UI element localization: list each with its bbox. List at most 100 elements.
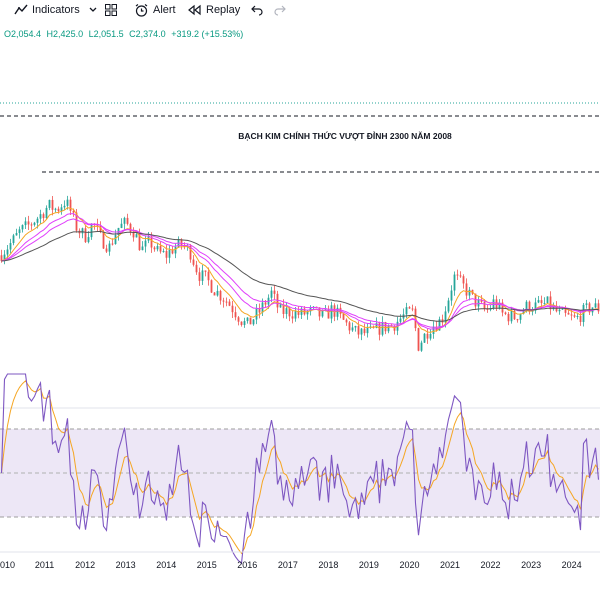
candle-body [153,247,156,250]
candle-body [522,310,525,314]
candle-body [546,296,549,304]
candle-body [144,240,147,247]
candle-body [264,302,267,305]
candle-body [111,243,114,245]
candle-body [588,303,591,313]
candle-body [42,214,45,219]
alert-label: Alert [153,4,176,16]
candle-body [564,308,567,313]
candle-body [249,317,252,325]
replay-button[interactable]: Replay [187,0,240,20]
ohlc-low: L2,051.5 [88,29,124,39]
candle-body [348,322,351,331]
replay-label: Replay [206,4,241,16]
candle-body [387,325,390,332]
candle-body [102,231,105,249]
candle-body [234,312,237,318]
moving-averages [1,207,599,333]
candle-body [417,328,420,351]
candle-body [204,270,207,272]
redo-icon[interactable] [273,3,287,20]
time-axis-label: 2015 [197,560,217,570]
candle-body [498,302,501,308]
time-axis-label: 2012 [75,560,95,570]
candle-body [210,280,213,293]
candle-body [579,315,582,322]
candle-body [69,199,72,211]
candle-body [222,300,225,302]
candle-body [75,212,78,231]
candle-body [99,225,102,232]
time-axis-label: 2022 [481,560,501,570]
candle-body [423,333,426,343]
candle-body [114,235,117,245]
candle-body [18,229,21,234]
time-axis-label: 2018 [318,560,338,570]
candle-body [399,318,402,322]
time-axis-label: 2024 [562,560,582,570]
candle-body [240,321,243,325]
candle-body [465,283,468,296]
candle-body [450,290,453,301]
candle-body [63,205,66,208]
undo-icon[interactable] [250,3,264,20]
ohlc-change: +319.2 (+15.53%) [171,29,244,39]
candle-body [510,310,513,322]
candle-body [270,290,273,298]
candle-body [231,305,234,313]
candle-body [159,246,162,252]
time-axis-label: 2021 [440,560,460,570]
candle-body [30,224,33,226]
candle-body [207,271,210,281]
candle-body [405,307,408,315]
candle-body [336,307,339,317]
candle-body [297,311,300,315]
candle-body [57,208,60,212]
candle-body [213,292,216,296]
candle-body [282,304,285,314]
candle-body [360,328,363,335]
indicators-button[interactable]: Indicators [14,0,80,20]
ma-fast-line [1,207,599,333]
candle-body [378,323,381,335]
candle-body [567,312,570,315]
candle-body [558,309,561,312]
candle-body [501,302,504,313]
top-toolbar: Indicators Alert Replay [0,0,600,20]
oscillator-lines [0,373,600,565]
chart-annotation: BẠCH KIM CHÍNH THỨC VƯỢT ĐỈNH 2300 NĂM 2… [238,130,452,141]
candle-body [141,246,144,251]
chevron-down-icon[interactable] [88,5,98,18]
candle-body [507,313,510,322]
candle-body [51,199,54,210]
candle-body [570,314,573,316]
candle-body [366,327,369,334]
ohlc-legend: O2,054.4 H2,425.0 L2,051.5 C2,374.0 +319… [4,29,246,39]
candle-body [6,249,9,255]
candle-body [252,319,255,325]
candle-body [426,333,429,339]
candle-body [180,239,183,246]
candle-body [66,199,69,206]
oscillator-signal-line [1,380,599,555]
candle-body [543,303,546,305]
candle-body [306,311,309,315]
candle-body [528,301,531,312]
candle-body [237,317,240,322]
candle-body [174,246,177,254]
candle-body [468,289,471,296]
price-candles [0,195,600,352]
ma-mid2-line [1,218,599,328]
candle-body [573,315,576,317]
alert-button[interactable]: Alert [134,0,176,20]
candle-body [165,251,168,258]
templates-icon[interactable] [104,3,118,20]
time-axis: 010 2011 2012 2013 2014 2015 2016 2017 2018 2019 2… [0,560,582,570]
candle-body [3,254,6,261]
candle-body [84,228,87,243]
candle-body [384,321,387,332]
candle-body [429,333,432,339]
time-axis-label: 2023 [521,560,541,570]
candle-body [162,251,165,253]
